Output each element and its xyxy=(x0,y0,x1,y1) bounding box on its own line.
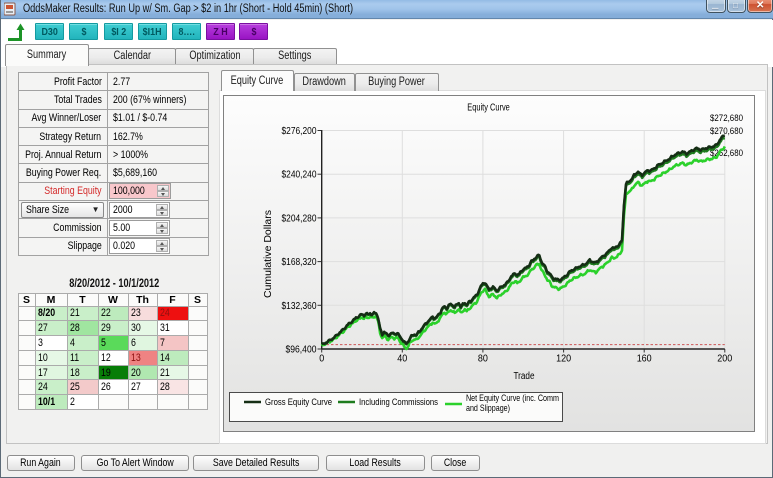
svg-text:40: 40 xyxy=(397,354,407,365)
svg-text:0: 0 xyxy=(319,354,325,365)
svg-text:$132,360: $132,360 xyxy=(282,301,317,312)
svg-text:120: 120 xyxy=(556,354,571,365)
svg-text:Including Commissions: Including Commissions xyxy=(359,397,438,408)
svg-text:$270,680: $270,680 xyxy=(710,126,743,137)
svg-text:$204,280: $204,280 xyxy=(282,213,317,224)
svg-text:$240,240: $240,240 xyxy=(282,170,317,181)
svg-text:$276,200: $276,200 xyxy=(282,126,317,137)
svg-text:200: 200 xyxy=(717,354,732,365)
svg-text:Net Equity Curve (inc. Comm: Net Equity Curve (inc. Comm xyxy=(466,393,559,404)
svg-text:160: 160 xyxy=(637,354,652,365)
svg-text:Equity Curve: Equity Curve xyxy=(467,103,510,114)
svg-text:80: 80 xyxy=(478,354,488,365)
svg-text:Cumulative Dollars: Cumulative Dollars xyxy=(263,210,274,298)
svg-text:$96,400: $96,400 xyxy=(286,345,317,356)
svg-text:$262,680: $262,680 xyxy=(710,148,743,159)
svg-text:$168,320: $168,320 xyxy=(282,257,317,268)
svg-text:and Slippage): and Slippage) xyxy=(466,403,510,414)
svg-text:Trade: Trade xyxy=(514,371,535,382)
svg-text:$272,680: $272,680 xyxy=(710,113,743,124)
svg-text:Gross Equity Curve: Gross Equity Curve xyxy=(265,397,332,408)
